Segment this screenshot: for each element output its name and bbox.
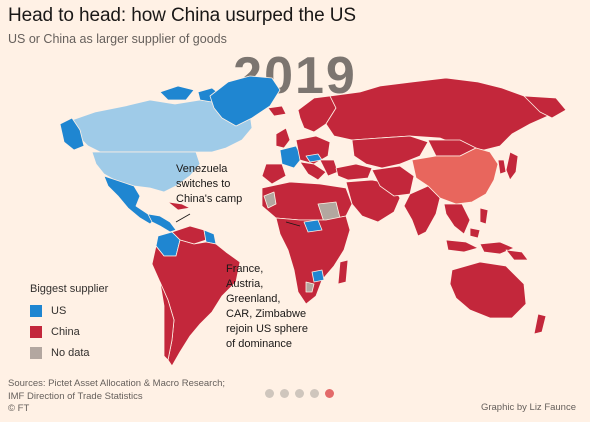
west-africa-no-data [263, 191, 277, 209]
legend-label: China [51, 325, 80, 338]
central-europe [295, 135, 331, 165]
annotation-line: France, [226, 263, 264, 275]
zimbabwe [311, 269, 325, 283]
legend-item-china: China [30, 323, 108, 340]
uk [275, 127, 291, 149]
venezuela-leader-line [175, 213, 191, 223]
france [279, 145, 303, 169]
legend-swatch-china [30, 325, 42, 338]
pagination-dot-3[interactable] [295, 389, 304, 398]
source-line: IMF Direction of Trade Statistics [8, 390, 143, 402]
annotation-line: rejoin US sphere [226, 323, 308, 335]
turkey-caucasus [335, 163, 373, 181]
greenland [209, 75, 281, 127]
iceland [267, 105, 287, 117]
annotation-line: Venezuela [176, 163, 228, 175]
legend-item-no-data: No data [30, 344, 108, 361]
venezuela-annotation: Venezuela switches to China's camp [176, 162, 242, 207]
central-asia [351, 135, 429, 169]
annotation-line: switches to [176, 178, 231, 190]
russia-east [523, 95, 567, 119]
annotation-line: Greenland, [226, 293, 281, 305]
central-america [147, 213, 177, 233]
rejoin-annotation: France, Austria, Greenland, CAR, Zimbabw… [226, 262, 308, 352]
pagination-dot-4[interactable] [310, 389, 319, 398]
ft-credit: © FT [8, 403, 30, 414]
car [303, 219, 323, 233]
legend-swatch-no-data [30, 346, 42, 359]
india [403, 185, 441, 237]
legend-label: US [51, 304, 67, 317]
australia [449, 261, 527, 319]
source-note: Sources: Pictet Asset Allocation & Macro… [8, 378, 225, 416]
new-zealand [533, 313, 547, 335]
legend-item-us: US [30, 302, 108, 319]
legend-label: No data [51, 346, 90, 359]
caribbean [167, 201, 191, 211]
southern-africa-no-data [305, 281, 315, 293]
indonesia [445, 227, 515, 255]
alaska-region [59, 117, 85, 151]
madagascar [337, 259, 349, 285]
arctic-islands [159, 85, 223, 103]
annotation-line: Austria, [226, 278, 264, 290]
rejoin-leader-line [285, 221, 301, 227]
pagination-dot-1[interactable] [265, 389, 274, 398]
annotation-line: China's camp [176, 193, 243, 205]
japan [505, 151, 519, 181]
legend-title: Biggest supplier [30, 283, 109, 295]
russia [325, 77, 549, 151]
chile-coast [159, 281, 175, 361]
legend-swatch-us [30, 304, 42, 317]
pagination-dot-5[interactable] [325, 389, 334, 398]
iberia [261, 163, 287, 185]
italy-balkans [299, 159, 339, 181]
pagination-dots [265, 389, 334, 398]
annotation-line: of dominance [226, 338, 293, 350]
annotation-line: CAR, Zimbabwe [226, 308, 307, 320]
chart-title: Head to head: how China usurped the US [8, 5, 356, 26]
source-line: Sources: Pictet Asset Allocation & Macro… [8, 378, 226, 389]
pagination-dot-2[interactable] [280, 389, 289, 398]
korea [497, 159, 507, 175]
philippines [479, 207, 489, 225]
papua [505, 249, 529, 261]
legend: Biggest supplier US China No data [30, 283, 108, 365]
southeast-asia [443, 203, 471, 235]
graphic-credit: Graphic by Liz Faunce [480, 402, 576, 413]
chart-subtitle: US or China as larger supplier of goods [8, 32, 227, 46]
